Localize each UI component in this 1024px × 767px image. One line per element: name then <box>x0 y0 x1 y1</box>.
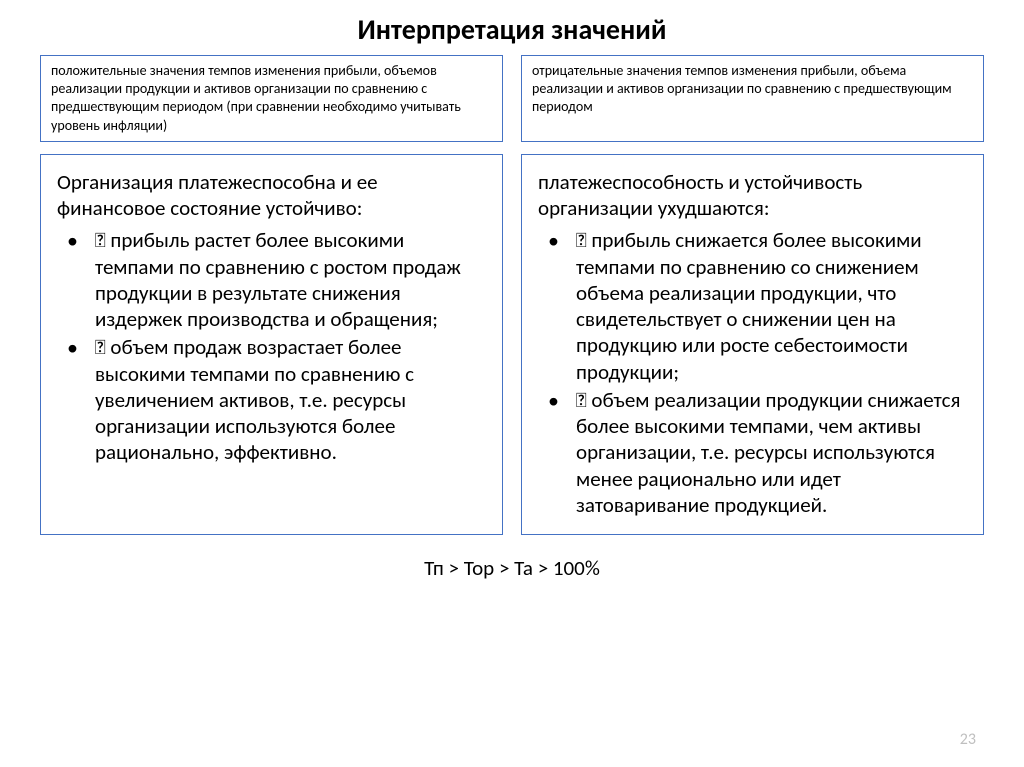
right-main-box: платежеспособность и устойчивость органи… <box>521 154 984 535</box>
left-bullet-list:  прибыль растет более высокими темпами … <box>57 227 486 465</box>
top-left-box: положительные значения темпов изменения … <box>40 55 503 142</box>
top-summary-row: положительные значения темпов изменения … <box>40 55 984 142</box>
main-content-row: Организация платежеспособна и ее финансо… <box>40 154 984 535</box>
right-heading: платежеспособность и устойчивость органи… <box>538 169 967 222</box>
page-title: Интерпретация значений <box>40 12 984 47</box>
list-item:  прибыль растет более высокими темпами … <box>57 227 486 332</box>
list-item:  объем продаж возрастает более высокими… <box>57 334 486 465</box>
page-number: 23 <box>960 730 976 749</box>
top-right-box: отрицательные значения темпов изменения … <box>521 55 984 142</box>
right-bullet-list:  прибыль снижается более высокими темпа… <box>538 227 967 518</box>
left-main-box: Организация платежеспособна и ее финансо… <box>40 154 503 535</box>
list-item:  объем реализации продукции снижается б… <box>538 387 967 518</box>
list-item:  прибыль снижается более высокими темпа… <box>538 227 967 385</box>
formula-text: Тп > Тор > Та > 100% <box>40 555 984 581</box>
left-heading: Организация платежеспособна и ее финансо… <box>57 169 486 222</box>
